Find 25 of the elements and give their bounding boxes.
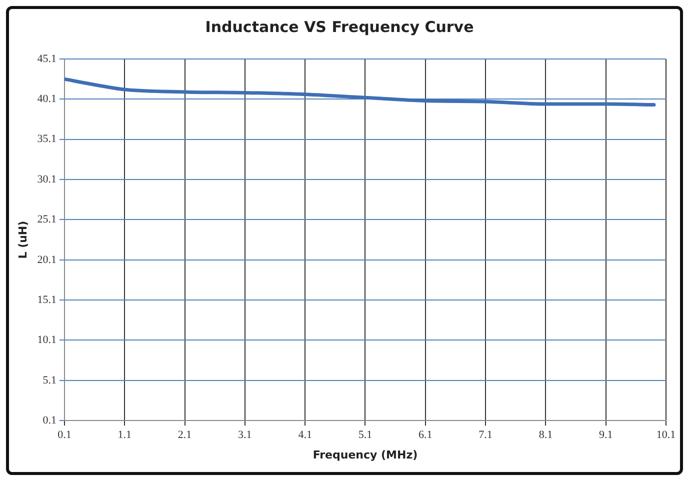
x-tick-label: 1.1 xyxy=(118,429,132,442)
y-tick-label: 15.1 xyxy=(37,294,56,306)
y-tick-label: 20.1 xyxy=(37,254,56,266)
y-axis-title: L (uH) xyxy=(16,220,30,259)
x-tick-label: 7.1 xyxy=(478,429,492,442)
y-tick-label: 0.1 xyxy=(42,414,56,426)
y-tick-label: 5.1 xyxy=(42,374,56,386)
y-tick-label: 40.1 xyxy=(37,93,56,106)
x-tick-label: 4.1 xyxy=(298,429,312,442)
x-tick-label: 10.1 xyxy=(656,429,676,442)
x-tick-label: 2.1 xyxy=(178,429,192,442)
y-tick-label: 45.1 xyxy=(37,52,56,65)
x-tick-label: 0.1 xyxy=(58,429,72,442)
x-tick-label: 9.1 xyxy=(598,429,613,442)
x-tick-label: 8.1 xyxy=(538,429,553,442)
x-axis-title: Frequency (MHz) xyxy=(312,448,418,462)
y-tick-label: 10.1 xyxy=(37,334,56,346)
x-tick-label: 5.1 xyxy=(358,429,372,442)
chart-title: Inductance VS Frequency Curve xyxy=(205,18,474,36)
y-tick-label: 35.1 xyxy=(37,133,56,146)
y-tick-label: 30.1 xyxy=(37,173,56,186)
y-tick-label: 25.1 xyxy=(37,214,56,226)
x-tick-label: 3.1 xyxy=(238,429,252,442)
x-tick-label: 6.1 xyxy=(418,429,432,442)
line-series xyxy=(64,77,656,107)
